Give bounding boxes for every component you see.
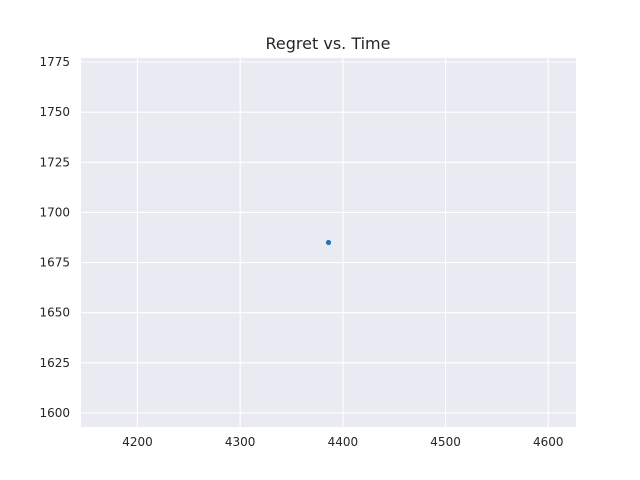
x-tick-label: 4200 (122, 435, 153, 449)
grid-lines (81, 58, 576, 427)
y-tick-label: 1650 (39, 306, 70, 320)
y-tick-label: 1675 (39, 256, 70, 270)
y-tick-label: 1725 (39, 155, 70, 169)
y-tick-label: 1775 (39, 55, 70, 69)
y-tick-label: 1625 (39, 356, 70, 370)
chart-title: Regret vs. Time (266, 34, 391, 53)
x-tick-label: 4400 (328, 435, 359, 449)
y-tick-label: 1600 (39, 406, 70, 420)
x-tick-labels: 4200 4300 4400 4500 4600 (122, 435, 563, 449)
x-tick-label: 4300 (225, 435, 256, 449)
y-tick-label: 1750 (39, 105, 70, 119)
y-tick-labels: 1600 1625 1650 1675 1700 1725 1750 1775 (39, 55, 70, 420)
data-point (325, 239, 332, 246)
x-tick-label: 4500 (430, 435, 461, 449)
data-points (325, 239, 332, 246)
y-tick-label: 1700 (39, 205, 70, 219)
x-tick-label: 4600 (533, 435, 564, 449)
